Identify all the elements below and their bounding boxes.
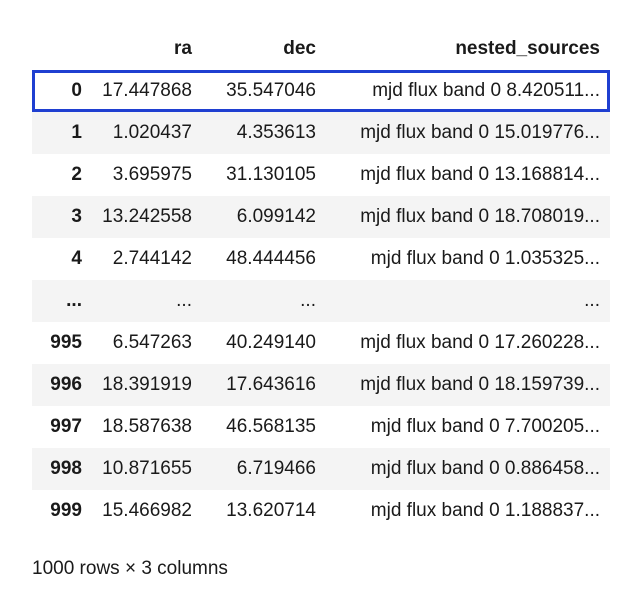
cell-ra: 15.466982 <box>102 500 192 521</box>
row-index: 0 <box>71 80 82 101</box>
cell-ra: ... <box>92 280 202 322</box>
cell-dec: 6.099142 <box>202 196 326 238</box>
table-row[interactable]: 2 3.695975 31.130105 mjd flux band 0 13.168… <box>32 154 610 196</box>
cell-nested-sources: mjd flux band 0 13.168814... <box>360 164 600 185</box>
table-header: ra dec nested_sources <box>32 28 610 70</box>
cell-ra: 6.547263 <box>112 332 192 353</box>
cell-ra: 2.744142 <box>112 248 192 269</box>
row-index: 3 <box>32 196 92 238</box>
cell-nested-sources: mjd flux band 0 1.188837... <box>370 500 600 521</box>
cell-nested-sources: mjd flux band 0 17.260228... <box>360 332 600 353</box>
cell-dec: 6.719466 <box>202 448 326 490</box>
row-index: 999 <box>50 500 82 521</box>
table-row[interactable]: 3 13.242558 6.099142 mjd flux band 0 18.708… <box>32 196 610 238</box>
table-row[interactable]: 1 1.020437 4.353613 mjd flux band 0 15.0197… <box>32 112 610 154</box>
cell-dec: 35.547046 <box>226 80 316 101</box>
cell-nested-sources: mjd flux band 0 8.420511... <box>372 80 600 101</box>
cell-ra: 18.587638 <box>102 416 192 437</box>
row-index: 2 <box>71 164 82 185</box>
table-row[interactable]: 0 17.447868 35.547046 mjd flux band 0 8.420… <box>32 70 610 112</box>
header-row: ra dec nested_sources <box>32 28 610 70</box>
table-row[interactable]: 998 10.871655 6.719466 mjd flux band 0 0.88… <box>32 448 610 490</box>
table-row[interactable]: 999 15.466982 13.620714 mjd flux band 0 1.1… <box>32 490 610 532</box>
shape-summary: 1000 rows × 3 columns <box>32 558 228 579</box>
cell-nested-sources: mjd flux band 0 18.708019... <box>326 196 610 238</box>
cell-ra: 1.020437 <box>92 112 202 154</box>
cell-dec: 46.568135 <box>226 416 316 437</box>
column-header-ra: ra <box>174 38 192 59</box>
cell-dec: 31.130105 <box>226 164 316 185</box>
cell-dec: 13.620714 <box>226 500 316 521</box>
row-index: 996 <box>32 364 92 406</box>
cell-nested-sources: mjd flux band 0 18.159739... <box>326 364 610 406</box>
cell-dec: 40.249140 <box>226 332 316 353</box>
column-header-dec: dec <box>283 38 316 59</box>
row-index: ... <box>32 280 92 322</box>
dataframe-table: ra dec nested_sources 0 17.447868 35.54704… <box>32 28 610 532</box>
cell-ra: 10.871655 <box>92 448 202 490</box>
cell-dec: 48.444456 <box>226 248 316 269</box>
table-row[interactable]: 4 2.744142 48.444456 mjd flux band 0 1.0353… <box>32 238 610 280</box>
cell-ra: 3.695975 <box>112 164 192 185</box>
table-row[interactable]: ............ <box>32 280 610 322</box>
table-body: 0 17.447868 35.547046 mjd flux band 0 8.420… <box>32 70 610 532</box>
cell-nested-sources: mjd flux band 0 15.019776... <box>326 112 610 154</box>
table-row[interactable]: 996 18.391919 17.643616 mjd flux band 0 18.… <box>32 364 610 406</box>
cell-nested-sources: mjd flux band 0 1.035325... <box>370 248 600 269</box>
row-index: 995 <box>50 332 82 353</box>
dataframe-output: ra dec nested_sources 0 17.447868 35.54704… <box>32 28 610 532</box>
cell-dec: 4.353613 <box>202 112 326 154</box>
row-index: 998 <box>32 448 92 490</box>
row-index: 997 <box>50 416 82 437</box>
column-header-nested-sources: nested_sources <box>455 38 600 59</box>
cell-nested-sources: ... <box>326 280 610 322</box>
table-row[interactable]: 997 18.587638 46.568135 mjd flux band 0 7.7… <box>32 406 610 448</box>
cell-ra: 17.447868 <box>102 80 192 101</box>
cell-nested-sources: mjd flux band 0 7.700205... <box>370 416 600 437</box>
cell-dec: ... <box>202 280 326 322</box>
cell-nested-sources: mjd flux band 0 0.886458... <box>326 448 610 490</box>
cell-ra: 13.242558 <box>92 196 202 238</box>
row-index: 1 <box>32 112 92 154</box>
cell-ra: 18.391919 <box>92 364 202 406</box>
cell-dec: 17.643616 <box>202 364 326 406</box>
table-row[interactable]: 995 6.547263 40.249140 mjd flux band 0 17.2… <box>32 322 610 364</box>
row-index: 4 <box>71 248 82 269</box>
index-header <box>32 28 92 70</box>
